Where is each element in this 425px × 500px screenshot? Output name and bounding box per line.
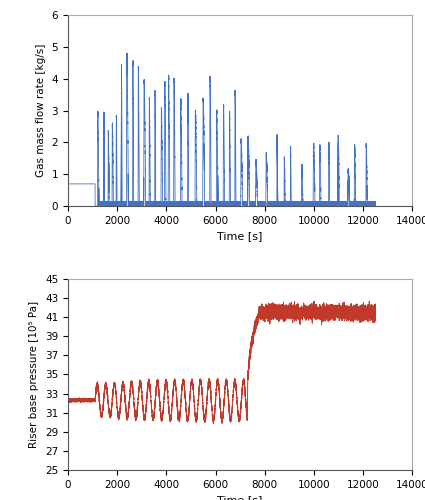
Y-axis label: Gas mass flow rate [kg/s]: Gas mass flow rate [kg/s] [36, 44, 46, 178]
X-axis label: Time [s]: Time [s] [218, 496, 263, 500]
Y-axis label: Riser base pressure [10⁵ Pa]: Riser base pressure [10⁵ Pa] [29, 301, 40, 448]
X-axis label: Time [s]: Time [s] [218, 232, 263, 241]
